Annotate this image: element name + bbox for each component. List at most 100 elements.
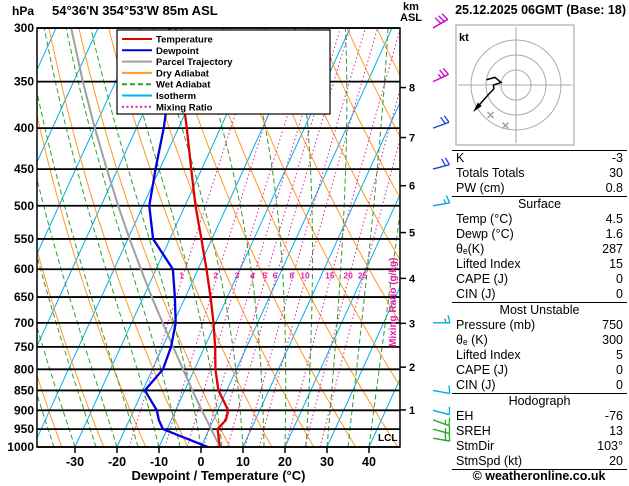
stat-label: Totals Totals	[456, 166, 525, 180]
stat-value: 5	[616, 348, 623, 362]
svg-text:Wet Adiabat: Wet Adiabat	[156, 80, 211, 91]
stat-label: θₑ (K)	[456, 333, 488, 347]
stat-row: Temp (°C) 4.5	[452, 212, 627, 227]
svg-text:25: 25	[358, 271, 368, 281]
svg-text:850: 850	[14, 383, 34, 397]
svg-text:650: 650	[14, 290, 34, 304]
stat-row: Lifted Index 15	[452, 257, 627, 272]
svg-text:8: 8	[289, 271, 294, 281]
svg-text:900: 900	[14, 403, 34, 417]
stat-row: CIN (J) 0	[452, 378, 627, 393]
stat-row: PW (cm) 0.8	[452, 181, 627, 196]
temperature-axis-title: Dewpoint / Temperature (°C)	[131, 468, 306, 483]
stat-label: PW (cm)	[456, 181, 505, 195]
svg-text:-10: -10	[150, 455, 168, 469]
stat-value: 0	[616, 272, 623, 286]
wind-barbs	[432, 13, 451, 442]
svg-text:15: 15	[325, 271, 335, 281]
svg-text:450: 450	[14, 162, 34, 176]
svg-text:Temperature: Temperature	[156, 35, 213, 46]
stat-value: 20	[609, 454, 623, 468]
svg-text:10: 10	[236, 455, 250, 469]
station-title: 54°36'N 354°53'W 85m ASL	[52, 3, 218, 18]
temperature-axis: -30 -20 -10 0 10 20 30 40	[66, 447, 376, 469]
svg-text:600: 600	[14, 262, 34, 276]
stat-value: 103°	[597, 439, 623, 453]
svg-text:Mixing Ratio: Mixing Ratio	[156, 102, 213, 113]
datetime-label: 25.12.2025 06GMT (Base: 18)	[455, 3, 626, 17]
asl-label: ASL	[400, 12, 422, 24]
svg-text:Dewpoint: Dewpoint	[156, 46, 200, 57]
svg-text:6: 6	[273, 271, 278, 281]
stat-value: 0	[616, 378, 623, 392]
svg-text:Dry Adiabat: Dry Adiabat	[156, 68, 210, 79]
svg-text:3: 3	[409, 318, 415, 330]
svg-text:5: 5	[409, 228, 415, 240]
parcel-trajectory-curve	[70, 28, 221, 447]
stat-row: CIN (J) 0	[452, 287, 627, 302]
stat-row: StmSpd (kt) 20	[452, 454, 627, 469]
svg-text:700: 700	[14, 316, 34, 330]
svg-text:350: 350	[14, 75, 34, 89]
copyright: © weatheronline.co.uk	[472, 469, 606, 483]
svg-text:2: 2	[409, 362, 415, 374]
svg-text:1: 1	[409, 405, 415, 417]
plot-border	[36, 27, 401, 448]
stat-label: Temp (°C)	[456, 212, 513, 226]
hodograph: kt	[455, 24, 575, 146]
stat-label: CIN (J)	[456, 378, 496, 392]
temperature-curve	[174, 28, 230, 447]
lcl-label: LCL	[378, 433, 397, 444]
stat-row: SREH 13	[452, 424, 627, 439]
svg-text:3: 3	[234, 271, 239, 281]
svg-text:Parcel Trajectory: Parcel Trajectory	[156, 57, 233, 68]
stat-row: EH -76	[452, 409, 627, 424]
pressure-unit-label: hPa	[12, 4, 35, 18]
stat-row: CAPE (J) 0	[452, 363, 627, 378]
stat-section-title: Hodograph	[452, 393, 627, 409]
stat-value: 1.6	[605, 227, 623, 241]
svg-text:10: 10	[300, 271, 310, 281]
svg-text:20: 20	[343, 271, 353, 281]
stat-row: StmDir 103°	[452, 439, 627, 454]
svg-text:400: 400	[14, 121, 34, 135]
stat-value: 750	[602, 318, 623, 332]
svg-text:4: 4	[250, 271, 255, 281]
svg-text:300: 300	[14, 21, 34, 35]
stat-value: -76	[604, 409, 623, 423]
stat-label: StmDir	[456, 439, 495, 453]
stat-section-title: Most Unstable	[452, 302, 627, 318]
stat-label: CAPE (J)	[456, 272, 509, 286]
svg-text:-30: -30	[66, 455, 84, 469]
svg-text:2: 2	[213, 271, 218, 281]
stat-label: CIN (J)	[456, 287, 496, 301]
svg-text:Isotherm: Isotherm	[156, 91, 196, 102]
stat-value: 0	[616, 287, 623, 301]
svg-text:6: 6	[409, 181, 415, 193]
svg-text:5: 5	[262, 271, 267, 281]
stat-label: Lifted Index	[456, 348, 521, 362]
hodograph-arrow	[473, 102, 482, 113]
stat-row: CAPE (J) 0	[452, 272, 627, 287]
stat-value: 13	[609, 424, 623, 438]
stat-row: Lifted Index 5	[452, 348, 627, 363]
altitude-axis-title: km ASL	[394, 2, 428, 24]
stat-value: 0	[616, 363, 623, 377]
svg-text:550: 550	[14, 232, 34, 246]
svg-text:0: 0	[198, 455, 205, 469]
svg-text:950: 950	[14, 422, 34, 436]
km-label: km	[403, 1, 419, 13]
stat-value: 4.5	[605, 212, 623, 226]
stat-label: θₑ(K)	[456, 242, 485, 256]
stat-label: StmSpd (kt)	[456, 454, 522, 468]
dewpoint-curve	[143, 28, 209, 447]
stat-label: SREH	[456, 424, 491, 438]
stat-label: Lifted Index	[456, 257, 521, 271]
stat-row: Pressure (mb) 750	[452, 318, 627, 333]
svg-text:-20: -20	[108, 455, 126, 469]
svg-text:1: 1	[179, 271, 184, 281]
stat-value: -3	[611, 151, 623, 165]
